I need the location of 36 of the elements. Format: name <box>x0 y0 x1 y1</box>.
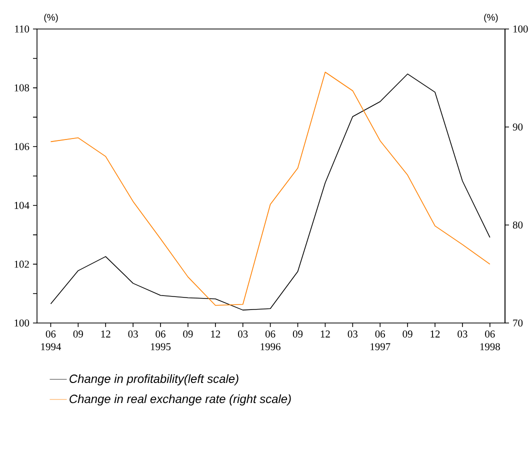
text: 1995 <box>150 343 171 350</box>
y2-tick-label: 80 <box>512 221 523 229</box>
y2-tick-label: 90 <box>512 123 523 131</box>
x-tick-label: 12 <box>101 330 110 338</box>
x-tick-label: 12 <box>430 330 440 338</box>
x-tick-label: 12 <box>211 330 220 338</box>
y-tick-label: 110 <box>15 25 30 33</box>
y-tick-label: 100 <box>14 319 30 327</box>
y-tick-label: 104 <box>14 202 30 209</box>
y2-tick-label: 100 <box>513 25 528 33</box>
text: 1994 <box>41 343 62 350</box>
y-tick-label: 102 <box>14 260 29 268</box>
x-tick-label: 03 <box>238 330 248 338</box>
x-tick-label: 03 <box>128 330 138 338</box>
x-tick-label: 03 <box>458 330 468 338</box>
x-tick-label: 09 <box>183 330 193 338</box>
x-tick-label: 09 <box>292 330 303 338</box>
y2-tick-label: 70 <box>513 319 523 327</box>
text: 1996 <box>260 343 280 350</box>
x-tick-label: 03 <box>348 330 358 338</box>
y2-axis-title: (%) <box>484 14 498 23</box>
y-axis-title: (%) <box>44 14 58 23</box>
x-tick-label: 09 <box>402 330 412 338</box>
legend-label: Change in real exchange rate (right scale) <box>70 394 291 406</box>
x-tick-label: 06 <box>485 330 495 338</box>
x-tick-label: 06 <box>375 330 386 338</box>
legend-label: Change in profitability(left scale) <box>70 374 238 386</box>
y-tick-label: 106 <box>14 143 30 150</box>
x-tick-label: 06 <box>46 330 56 338</box>
x-tick-label: 09 <box>73 330 83 338</box>
x-tick-label: 06 <box>156 330 166 338</box>
x-tick-label: 12 <box>320 330 330 338</box>
y-tick-label: 108 <box>14 84 30 92</box>
text: 1997 <box>370 343 390 350</box>
x-tick-label: 06 <box>265 330 276 338</box>
text: 1998 <box>480 343 500 350</box>
